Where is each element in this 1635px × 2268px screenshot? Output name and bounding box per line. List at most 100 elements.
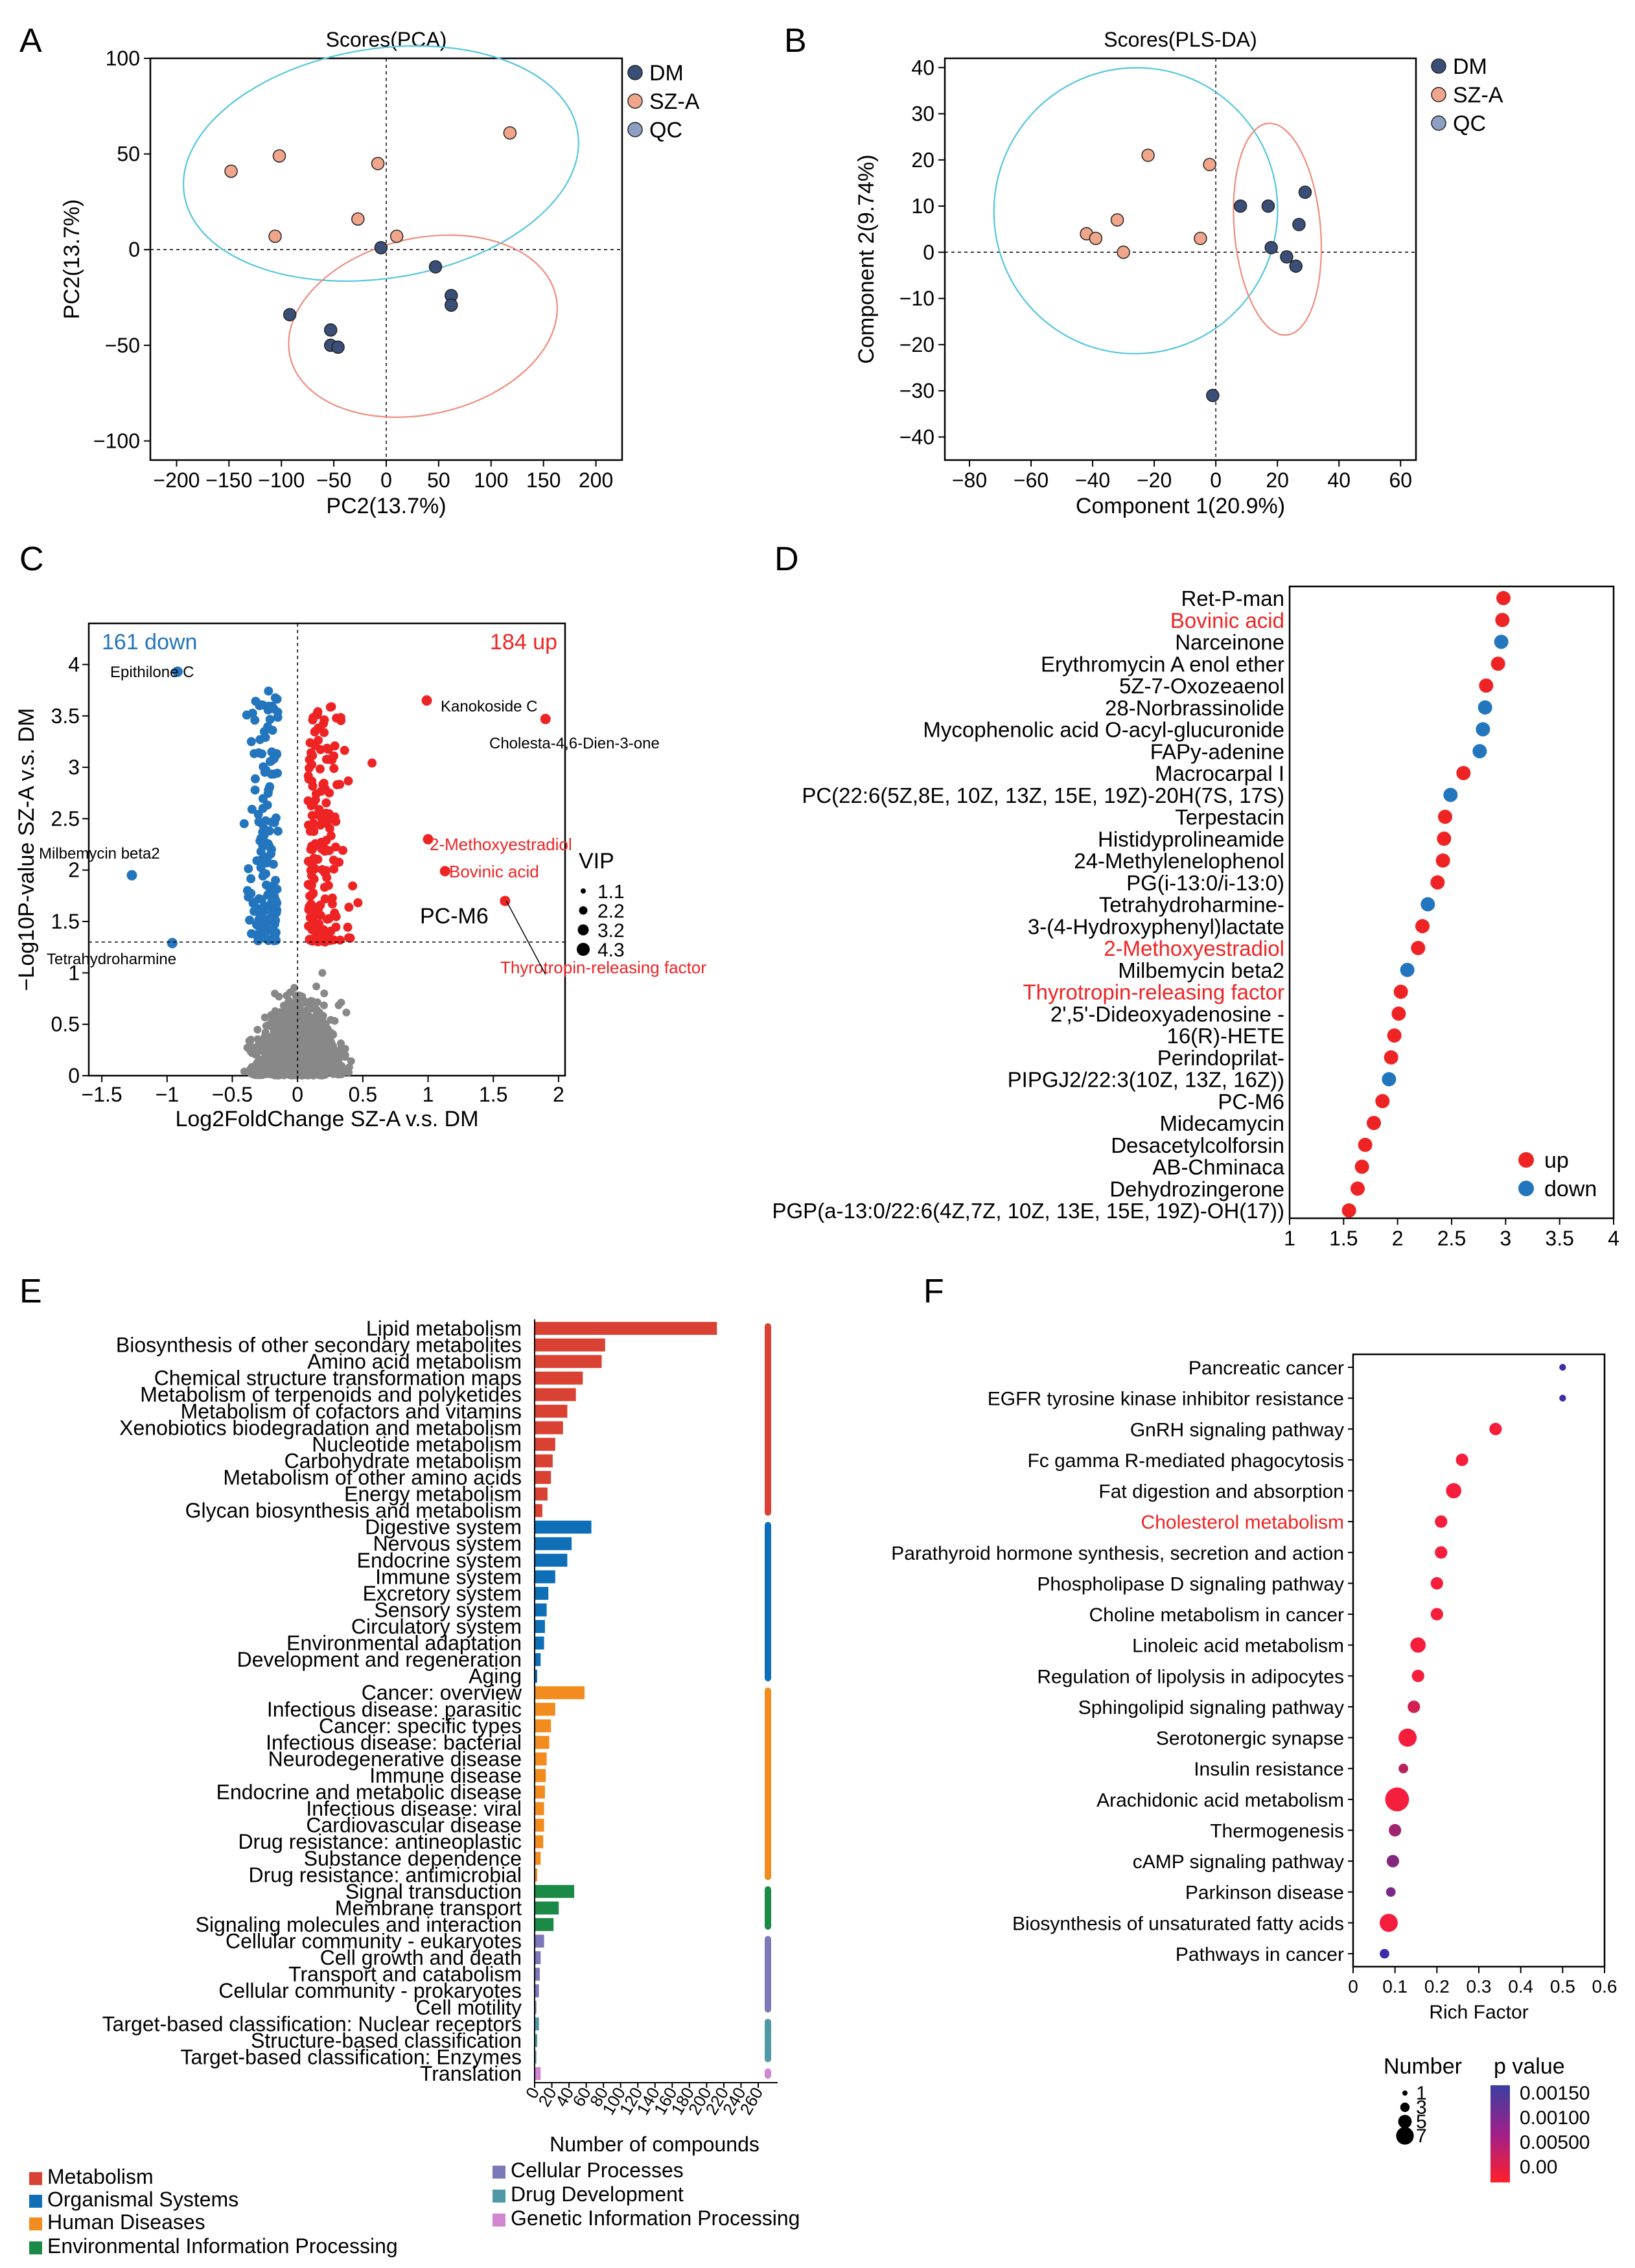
volcano-xtick-label: −0.5 — [212, 1083, 253, 1106]
pathway-label: cAMP signaling pathway — [1133, 1851, 1344, 1873]
volcano-point-nonsig — [278, 1021, 286, 1029]
bar-legend-swatch — [493, 2214, 505, 2227]
bar-xlabel: Number of compounds — [550, 2133, 760, 2156]
dotplot-point — [1430, 875, 1445, 890]
plsda-xtick-label: 60 — [1389, 469, 1412, 492]
volcano-point-up — [307, 925, 317, 934]
volcano-point-up — [303, 820, 313, 830]
volcano-point-up — [309, 827, 319, 837]
dotplot-legend-marker — [1518, 1152, 1534, 1168]
pca-point-dm — [374, 241, 388, 255]
volcano-point-up — [338, 846, 348, 855]
volcano-label-highlight: Thyrotropin-releasing factor — [500, 958, 706, 977]
volcano-point-up — [316, 745, 325, 754]
dotplot-frame — [1288, 585, 1615, 1220]
pca-ytick-label: −50 — [105, 334, 140, 357]
volcano-label: Tetrahydroharmine — [47, 951, 176, 968]
category-label: Metabolism of cofactors and vitamins — [181, 1400, 522, 1423]
volcano-point-up — [330, 842, 340, 852]
category-bar — [535, 1504, 542, 1518]
plsda-xtick-label: −40 — [1075, 469, 1110, 492]
pca-legend-label: QC — [649, 118, 682, 143]
plsda-ellipse-dm — [1233, 122, 1323, 336]
size-legend-marker — [1402, 2090, 1408, 2096]
plsda-legend-marker — [1431, 87, 1446, 102]
dotplot-point — [1456, 766, 1471, 780]
enrichment-xtick-label: 0.5 — [1550, 1976, 1575, 1996]
pca-ellipse-sz-a — [182, 45, 579, 282]
enrichment-frame — [1352, 1353, 1606, 1968]
vip-legend-marker — [579, 906, 588, 915]
volcano-point-down — [272, 694, 282, 704]
category-bar — [535, 1553, 568, 1567]
volcano-point-nonsig — [308, 1039, 317, 1048]
dotplot-metabolite-label: Terpestacin — [1175, 805, 1284, 829]
plsda-point-dm — [1261, 199, 1275, 213]
color-legend-label: 0.00100 — [1520, 2107, 1590, 2129]
enrichment-point — [1380, 1949, 1389, 1959]
dotplot-point — [1495, 612, 1510, 627]
volcano-point-up — [327, 893, 337, 903]
dotplot-point — [1384, 1050, 1398, 1065]
size-legend-marker — [1396, 2127, 1414, 2145]
volcano-point-nonsig — [345, 1068, 353, 1076]
dotplot-point — [1478, 700, 1492, 715]
dotplot-point — [1391, 1006, 1406, 1021]
category-label: Nucleotide metabolism — [312, 1433, 522, 1456]
volcano-point-down — [259, 762, 268, 772]
plsda-legend-marker — [1431, 58, 1446, 74]
volcano-point-nonsig — [318, 969, 327, 977]
volcano-point-up — [307, 881, 316, 890]
pca-point-sz-a — [389, 229, 404, 243]
plsda-ytick-label: 10 — [911, 194, 934, 218]
volcano-point-nonsig — [283, 1012, 291, 1020]
dotplot-xtick-label: 2 — [1392, 1227, 1404, 1250]
category-bar — [535, 1620, 545, 1633]
volcano-point-nonsig — [310, 1052, 319, 1061]
pca-xlabel: PC2(13.7%) — [326, 494, 446, 518]
volcano-point-labeled — [540, 713, 551, 724]
pca-point-dm — [324, 323, 338, 337]
dotplot-metabolite-label: Perindoprilat- — [1157, 1046, 1284, 1070]
volcano-point-nonsig — [341, 1051, 349, 1059]
plsda-ytick-label: 30 — [911, 102, 934, 126]
size-legend-label: 3 — [1416, 2097, 1427, 2118]
pathway-label: Regulation of lipolysis in adipocytes — [1037, 1666, 1344, 1687]
volcano-point-up — [319, 778, 329, 788]
category-bar — [535, 1951, 541, 1965]
volcano-point-up — [318, 818, 328, 828]
volcano-point-down — [258, 907, 268, 917]
category-label: Neurodegenerative disease — [268, 1747, 522, 1770]
volcano-point-nonsig — [338, 1061, 346, 1070]
volcano-point-down — [247, 804, 257, 814]
volcano-point-up — [325, 788, 334, 798]
volcano-point-nonsig — [267, 1012, 275, 1020]
volcano-point-down — [273, 708, 283, 717]
enrichment-point — [1435, 1546, 1448, 1559]
enrichment-point — [1386, 1855, 1400, 1868]
panel-letter-f: F — [923, 1273, 944, 1310]
volcano-ytick-label: 3 — [68, 756, 80, 779]
dotplot-point — [1382, 1072, 1397, 1087]
pathway-label: Insulin resistance — [1194, 1759, 1344, 1780]
dotplot-metabolite-label: Desacetylcolforsin — [1111, 1133, 1284, 1157]
category-label: Metabolism of other amino acids — [223, 1466, 522, 1489]
category-label: Signal transduction — [345, 1880, 522, 1903]
volcano-point-down — [245, 915, 255, 925]
dotplot-metabolite-label: 24-Methylenelophenol — [1074, 849, 1284, 873]
category-bar — [535, 1884, 575, 1898]
category-bar — [535, 1355, 602, 1369]
enrichment-point — [1408, 1700, 1420, 1713]
dotplot-point — [1479, 678, 1494, 693]
volcano-point-down — [263, 852, 273, 862]
enrichment-xtick-label: 0 — [1348, 1976, 1358, 1996]
category-bar — [535, 1404, 568, 1418]
volcano-point-up — [313, 707, 323, 717]
volcano-point-nonsig — [320, 1051, 329, 1059]
volcano-point-nonsig — [253, 1035, 262, 1043]
volcano-label: Milbemycin beta2 — [39, 845, 160, 862]
pathway-label: EGFR tyrosine kinase inhibitor resistanc… — [988, 1389, 1344, 1410]
volcano-point-nonsig — [307, 1023, 315, 1031]
volcano-point-up — [321, 866, 331, 875]
